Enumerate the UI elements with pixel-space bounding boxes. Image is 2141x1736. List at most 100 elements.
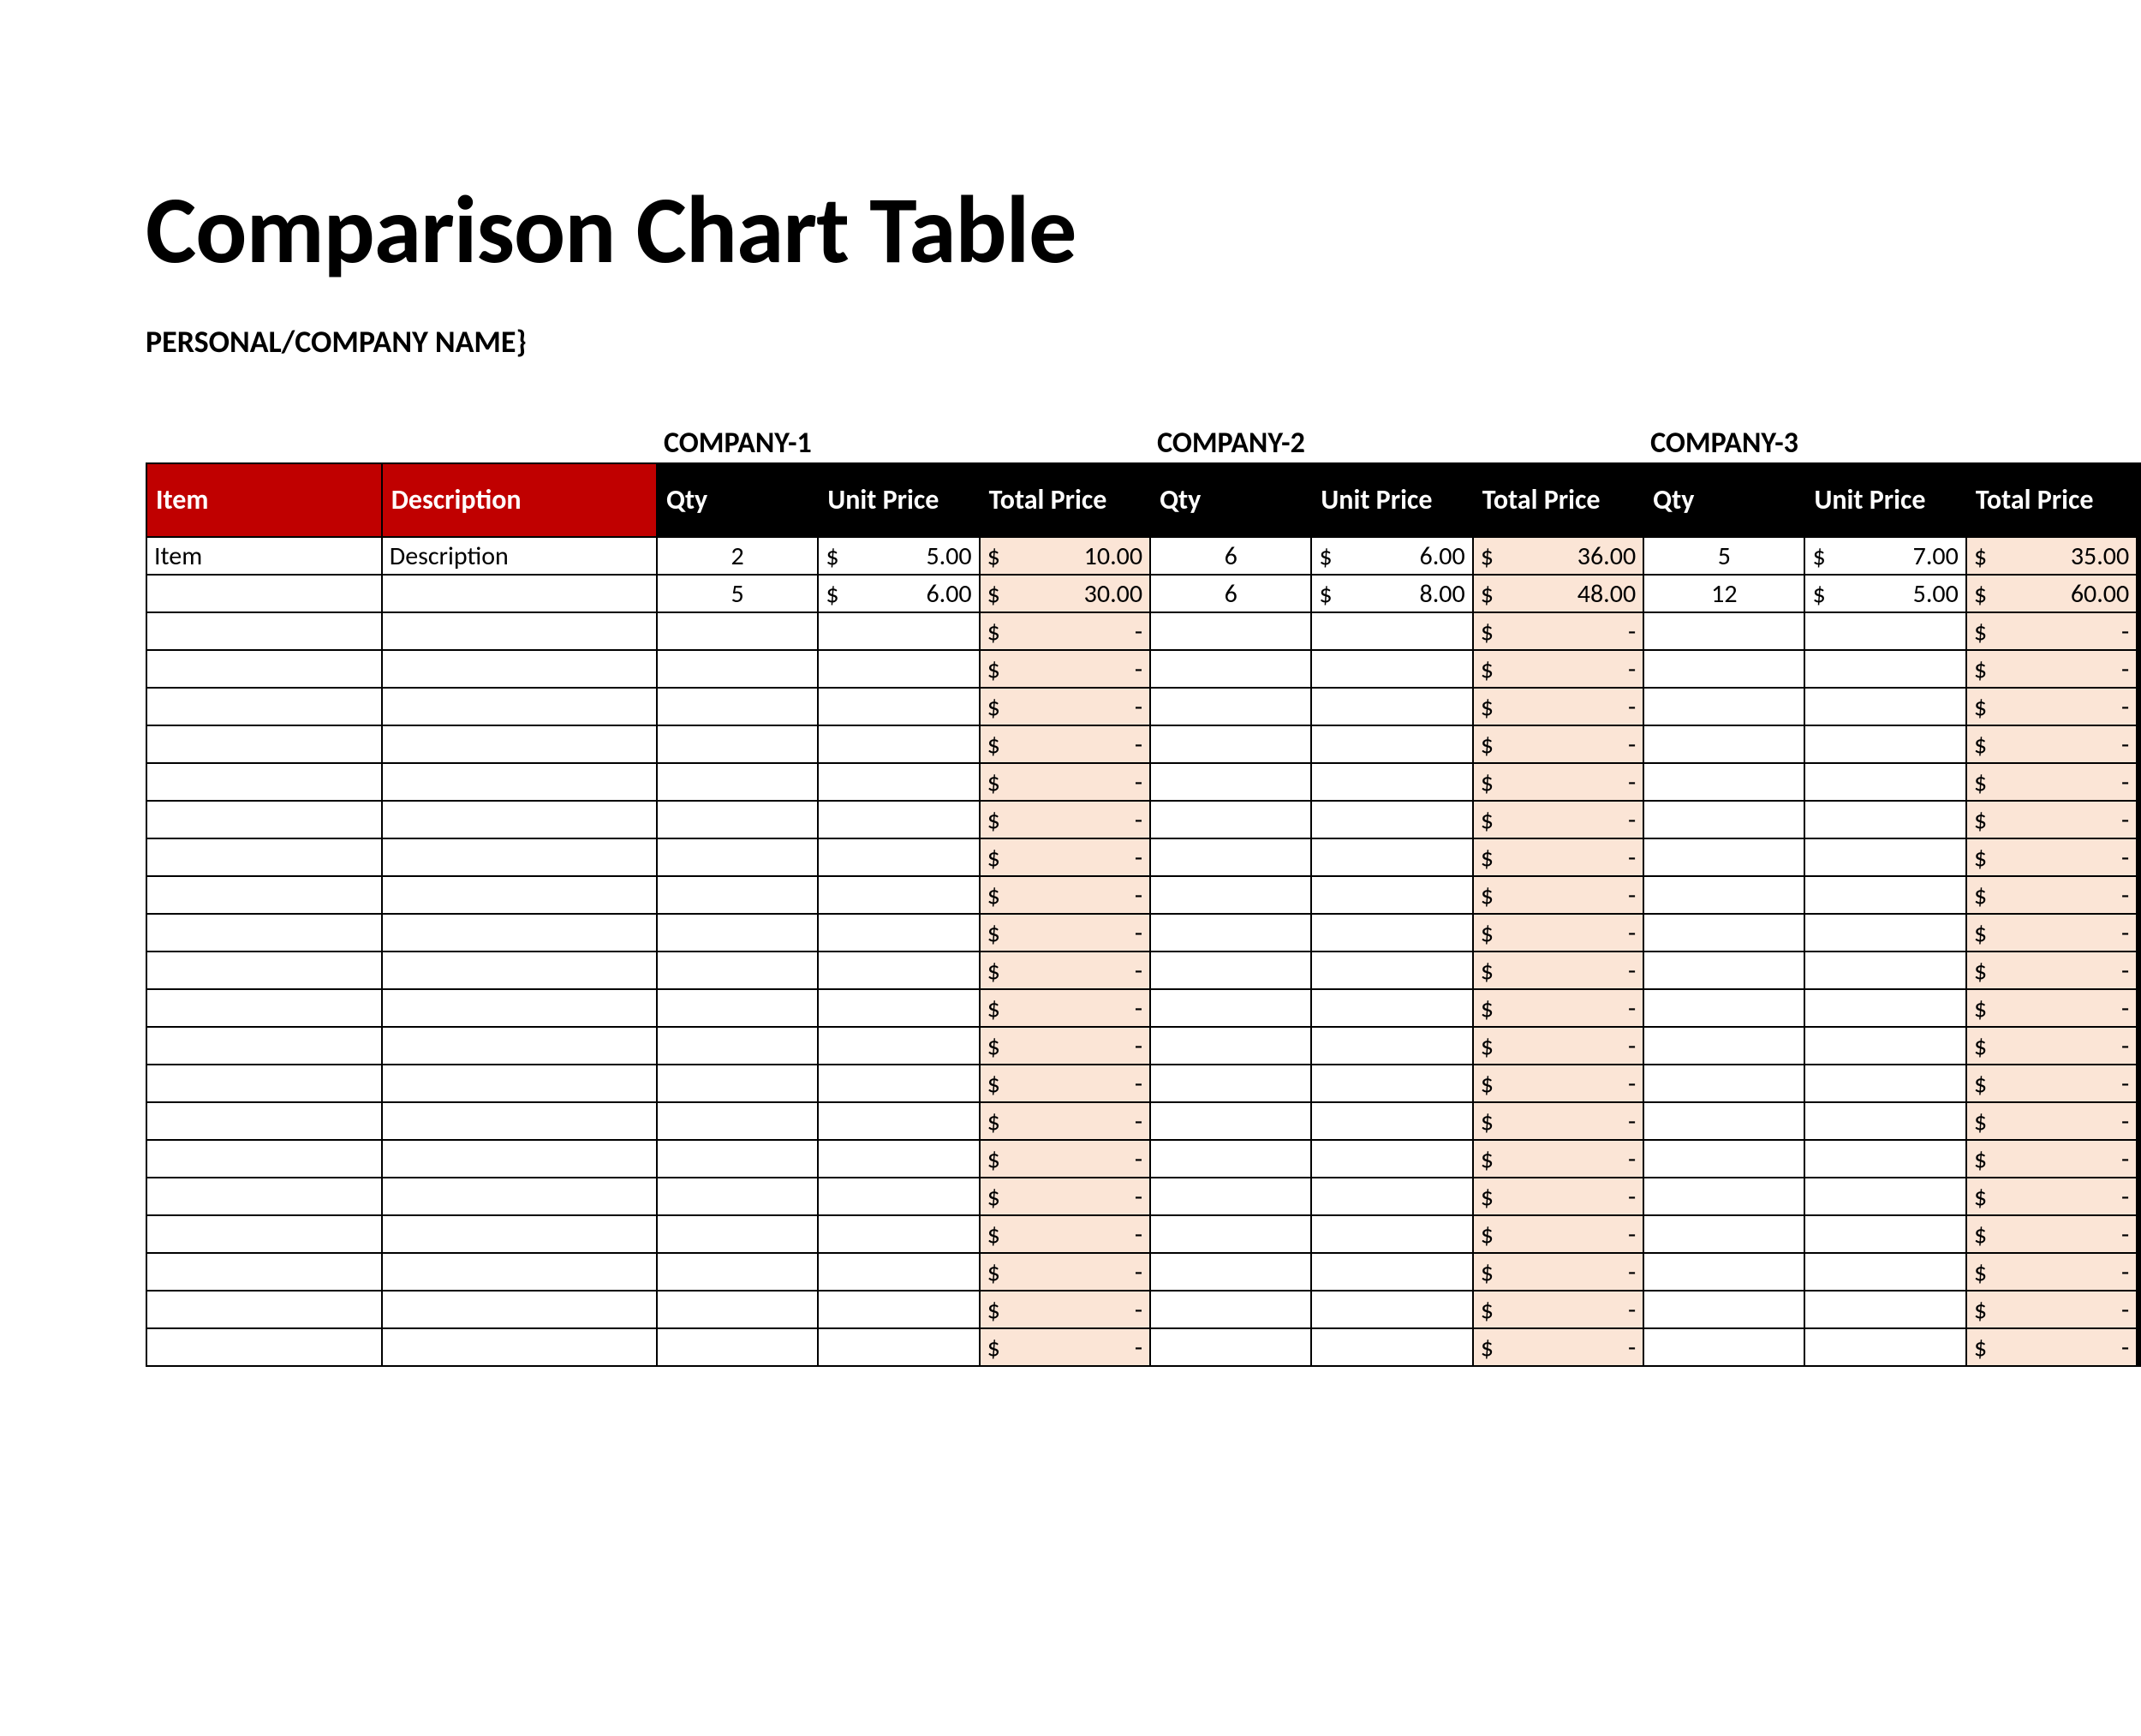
total-price-cell: $36.00 [1473, 537, 1643, 575]
unit-price-cell [1804, 801, 1965, 838]
table-row: $-$-$- [146, 1140, 2141, 1178]
col-total-2: Total Price [1473, 463, 1643, 537]
total-price-cell: $- [1473, 612, 1643, 650]
edge-cell [2137, 537, 2141, 575]
qty-cell [657, 688, 818, 725]
unit-price-cell [1804, 1102, 1965, 1140]
qty-cell [1643, 1102, 1804, 1140]
unit-price-cell [818, 1291, 979, 1328]
item-cell [146, 876, 382, 914]
qty-cell [1643, 1328, 1804, 1366]
edge-cell [2137, 1140, 2141, 1178]
qty-cell [1150, 1178, 1311, 1215]
edge-cell [2137, 989, 2141, 1027]
total-price-cell: $- [1966, 612, 2137, 650]
subtitle: PERSONAL/COMPANY NAME} [146, 323, 2141, 361]
table-body: ItemDescription2$5.00$10.006$6.00$36.005… [146, 537, 2141, 1366]
qty-cell [1150, 612, 1311, 650]
edge-cell [2137, 650, 2141, 688]
total-price-cell: $- [1966, 1328, 2137, 1366]
qty-cell [1150, 763, 1311, 801]
description-cell [382, 612, 657, 650]
description-cell [382, 1291, 657, 1328]
qty-cell [657, 1215, 818, 1253]
qty-cell [1150, 989, 1311, 1027]
edge-cell [2137, 801, 2141, 838]
qty-cell [657, 612, 818, 650]
description-cell [382, 1140, 657, 1178]
description-cell [382, 838, 657, 876]
company-2-label: COMPANY-2 [1150, 421, 1643, 463]
item-cell [146, 725, 382, 763]
table-row: $-$-$- [146, 1027, 2141, 1065]
qty-cell: 2 [657, 537, 818, 575]
total-price-cell: $- [1966, 725, 2137, 763]
unit-price-cell: $6.00 [818, 575, 979, 612]
company-header-row: COMPANY-1 COMPANY-2 COMPANY-3 [146, 421, 2141, 463]
qty-cell [1150, 1140, 1311, 1178]
unit-price-cell [818, 1215, 979, 1253]
qty-cell [1150, 952, 1311, 989]
qty-cell [1643, 989, 1804, 1027]
qty-cell [1643, 952, 1804, 989]
unit-price-cell [818, 763, 979, 801]
total-price-cell: $- [1473, 1102, 1643, 1140]
qty-cell [1643, 612, 1804, 650]
qty-cell [1643, 1065, 1804, 1102]
total-price-cell: $- [1966, 1140, 2137, 1178]
total-price-cell: $- [1473, 1291, 1643, 1328]
total-price-cell: $- [1966, 989, 2137, 1027]
qty-cell [1643, 801, 1804, 838]
qty-cell [657, 1140, 818, 1178]
description-cell [382, 725, 657, 763]
col-unit-2: Unit Price [1311, 463, 1472, 537]
table-row: $-$-$- [146, 801, 2141, 838]
unit-price-cell [1311, 801, 1472, 838]
total-price-cell: $- [1966, 1065, 2137, 1102]
unit-price-cell [818, 914, 979, 952]
qty-cell: 12 [1643, 575, 1804, 612]
table-row: ItemDescription2$5.00$10.006$6.00$36.005… [146, 537, 2141, 575]
unit-price-cell [818, 1178, 979, 1215]
unit-price-cell [1804, 1328, 1965, 1366]
unit-price-cell [1804, 725, 1965, 763]
qty-cell [1643, 1027, 1804, 1065]
qty-cell [1643, 1253, 1804, 1291]
item-cell [146, 1215, 382, 1253]
unit-price-cell [1804, 650, 1965, 688]
total-price-cell: $- [980, 801, 1150, 838]
qty-cell [1643, 1178, 1804, 1215]
unit-price-cell [1311, 1328, 1472, 1366]
total-price-cell: $- [1473, 763, 1643, 801]
item-cell [146, 1027, 382, 1065]
total-price-cell: $- [980, 1253, 1150, 1291]
description-cell [382, 1027, 657, 1065]
qty-cell [657, 801, 818, 838]
total-price-cell: $- [1966, 650, 2137, 688]
total-price-cell: $- [980, 1140, 1150, 1178]
total-price-cell: $- [1473, 688, 1643, 725]
qty-cell [657, 952, 818, 989]
edge-cell [2137, 688, 2141, 725]
total-price-cell: $- [980, 763, 1150, 801]
qty-cell [1643, 876, 1804, 914]
unit-price-cell [1311, 612, 1472, 650]
unit-price-cell [818, 1328, 979, 1366]
item-cell [146, 1065, 382, 1102]
unit-price-cell [1311, 650, 1472, 688]
table-row: $-$-$- [146, 876, 2141, 914]
description-cell [382, 952, 657, 989]
unit-price-cell [1311, 1215, 1472, 1253]
qty-cell [657, 1328, 818, 1366]
edge-cell [2137, 876, 2141, 914]
description-cell [382, 1253, 657, 1291]
unit-price-cell [818, 650, 979, 688]
qty-cell [657, 876, 818, 914]
edge-cell [2137, 1291, 2141, 1328]
total-price-cell: $- [1966, 1253, 2137, 1291]
item-cell [146, 838, 382, 876]
qty-cell [1643, 1140, 1804, 1178]
unit-price-cell [1311, 763, 1472, 801]
edge-cell [2137, 914, 2141, 952]
item-cell [146, 989, 382, 1027]
